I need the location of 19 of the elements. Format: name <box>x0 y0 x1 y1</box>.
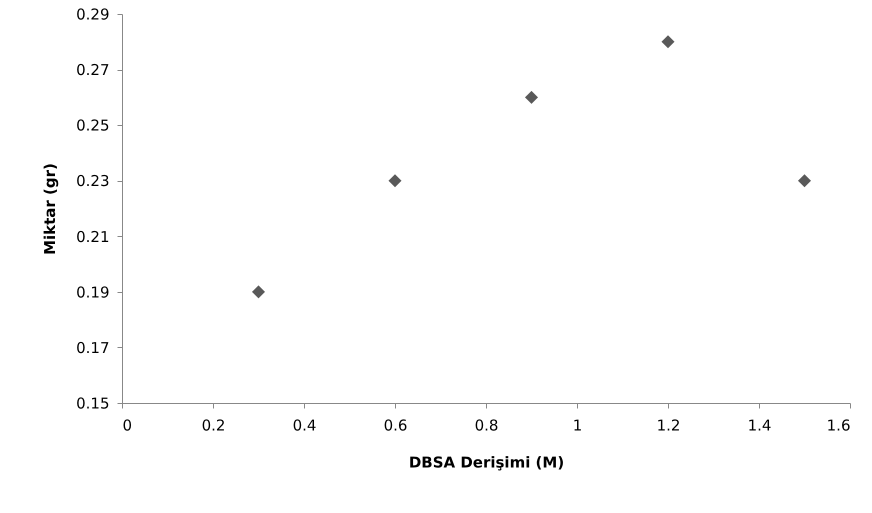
y-tick-label: 0.23 <box>76 172 110 190</box>
y-tick-label: 0.15 <box>76 394 110 412</box>
x-tick-label: 0.8 <box>474 416 498 434</box>
y-axis-title: Miktar (gr) <box>41 163 60 255</box>
x-tick-label: 0.6 <box>384 416 408 434</box>
x-tick-label: 0.4 <box>292 416 316 434</box>
x-tick-label: 1.4 <box>748 416 772 434</box>
y-tick-label: 0.17 <box>76 338 110 357</box>
x-tick-label: 0.2 <box>202 416 226 434</box>
x-tick-label: 1.6 <box>826 416 850 434</box>
y-tick-label: 0.21 <box>76 228 110 246</box>
x-tick-label: 1 <box>572 416 582 434</box>
y-tick-label: 0.27 <box>76 61 110 80</box>
x-tick-label: 1.2 <box>656 416 680 434</box>
x-tick-label: 0 <box>122 416 132 434</box>
x-axis-title: DBSA Derişimi (M) <box>408 454 564 472</box>
y-tick-label: 0.29 <box>76 6 110 24</box>
y-tick-label: 0.19 <box>76 283 110 302</box>
y-tick-label: 0.25 <box>76 116 110 135</box>
